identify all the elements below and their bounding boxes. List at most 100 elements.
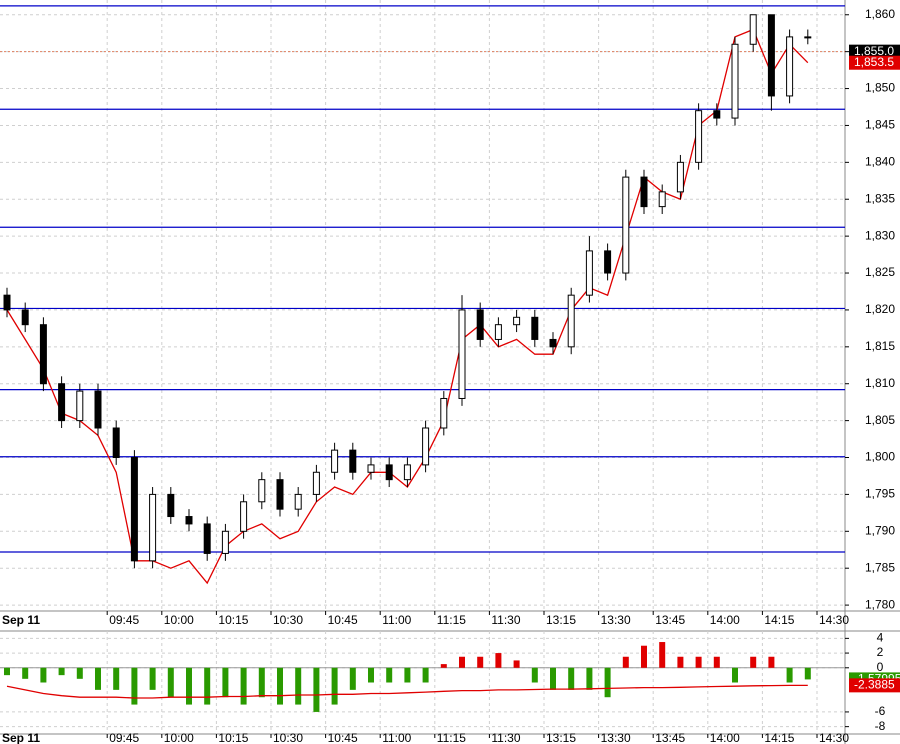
y-tick-label: 1,860 [865, 7, 895, 21]
x-tick-label: 11:15 [437, 613, 466, 627]
y-tick-label: 1,800 [865, 450, 895, 464]
bar [76, 667, 83, 679]
bar [695, 656, 702, 668]
bar [750, 656, 757, 668]
x-tick-label: 14:15 [764, 613, 794, 627]
date-label: Sep 11 [2, 731, 40, 744]
bar [459, 656, 465, 668]
y-tick-label: 1,825 [865, 265, 895, 279]
bar [167, 667, 174, 698]
candle-body [349, 449, 357, 473]
x-tick-label: 14:00 [710, 731, 740, 744]
y-tick-label: 1,815 [865, 339, 895, 353]
bar [40, 667, 47, 683]
y-tick-label: 1,810 [865, 376, 895, 390]
candle-body [185, 516, 193, 525]
candle-body [440, 397, 448, 429]
bar [713, 656, 720, 668]
candle-body [604, 250, 612, 274]
bar [386, 667, 393, 683]
bar [586, 667, 593, 690]
indicator-line [6, 684, 808, 699]
x-tick-label: 11:30 [491, 613, 520, 627]
candle-body [385, 464, 393, 481]
last-value-label: 1,853.5 [854, 55, 894, 69]
bar [404, 667, 411, 683]
x-tick-label: 10:15 [218, 613, 248, 627]
bar [368, 667, 374, 683]
x-tick-label: 14:30 [819, 731, 849, 744]
bar [495, 653, 502, 668]
y-tick-label: 1,780 [865, 597, 895, 611]
bar [659, 642, 666, 668]
candle-body [76, 390, 84, 422]
y-tick-label: -8 [875, 719, 886, 733]
bar [804, 667, 811, 680]
candle-body [804, 36, 812, 39]
bar [568, 667, 575, 690]
candle-body [713, 110, 721, 119]
candle-body [258, 479, 266, 503]
bar [349, 667, 356, 690]
y-tick-label: -6 [875, 704, 886, 718]
bar [768, 656, 775, 668]
x-tick-label: 11:00 [382, 613, 411, 627]
candle-body [203, 523, 211, 554]
x-tick-label: 10:15 [218, 731, 248, 744]
bar [513, 660, 520, 668]
bar [149, 667, 156, 690]
candle-body [312, 471, 320, 495]
x-tick-label: 13:45 [655, 731, 685, 744]
bar [440, 664, 447, 668]
y-tick-label: 1,835 [865, 191, 895, 205]
y-tick-label: 1,795 [865, 487, 895, 501]
candle-body [622, 176, 630, 274]
bar [641, 645, 647, 668]
candle-body [458, 309, 466, 399]
x-tick-label: 10:45 [328, 613, 358, 627]
bar [677, 656, 684, 668]
candle-body [549, 338, 557, 348]
bar [477, 656, 484, 668]
x-tick-label: 13:15 [546, 613, 576, 627]
bar [113, 667, 120, 690]
candle-body [494, 324, 502, 340]
x-tick-label: 14:15 [764, 731, 794, 744]
x-tick-label: 09:45 [109, 613, 139, 627]
bar [240, 667, 247, 705]
candle-body [767, 14, 775, 97]
y-tick-label: 1,820 [865, 302, 895, 316]
candle-body [640, 176, 648, 208]
candle-body [149, 493, 157, 562]
candle-body [39, 324, 47, 385]
candle-body [731, 43, 739, 119]
bar [331, 667, 338, 705]
candle-body [240, 501, 248, 532]
x-tick-label: 10:30 [273, 613, 303, 627]
bar [95, 667, 101, 690]
y-tick-label: 1,830 [865, 228, 895, 242]
bar [222, 667, 229, 698]
x-tick-label: 11:30 [491, 731, 520, 744]
candle-body [21, 309, 29, 326]
bar [622, 656, 629, 668]
bar [550, 667, 556, 690]
last-value-label: -2.3885 [854, 678, 895, 692]
bar [277, 667, 283, 705]
candle-body [3, 294, 11, 311]
x-tick-label: 13:45 [655, 613, 685, 627]
candle-body [294, 493, 302, 510]
bar [186, 667, 192, 705]
x-tick-label: 09:45 [109, 731, 139, 744]
y-tick-label: 4 [877, 631, 884, 645]
candle-body [221, 530, 229, 554]
bar [786, 667, 793, 683]
candle-body [367, 464, 375, 473]
last-value-box [849, 678, 900, 693]
y-tick-label: 1,850 [865, 81, 895, 95]
candle-body [130, 457, 138, 562]
y-tick-label: 1,785 [865, 560, 895, 574]
